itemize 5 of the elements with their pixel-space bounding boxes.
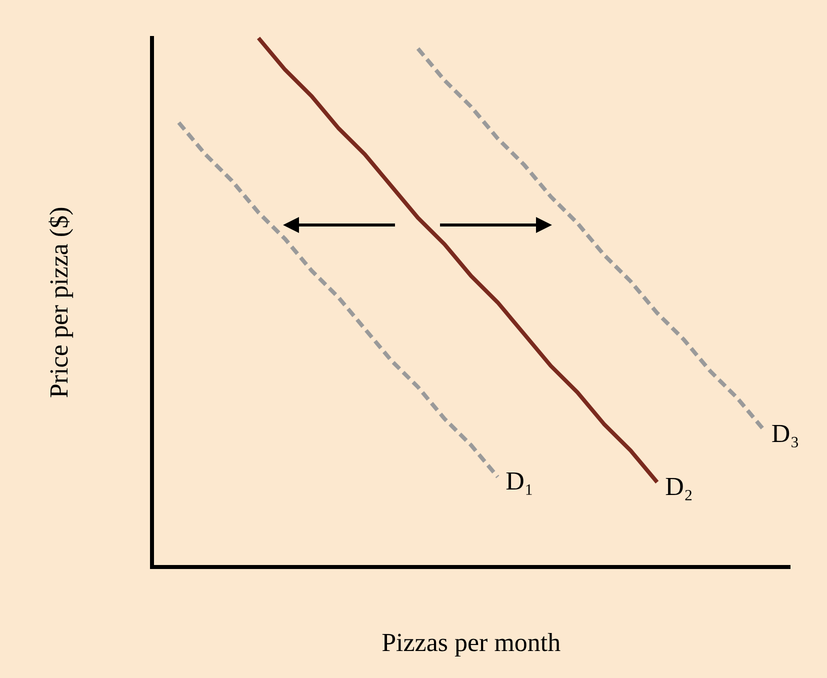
series-label: D₁ — [506, 466, 534, 496]
series-label: D₂ — [665, 472, 693, 502]
x-axis-title: Pizzas per month — [382, 628, 561, 658]
y-axis-title: Price per pizza ($) — [44, 206, 74, 398]
series-label: D₃ — [771, 419, 800, 448]
